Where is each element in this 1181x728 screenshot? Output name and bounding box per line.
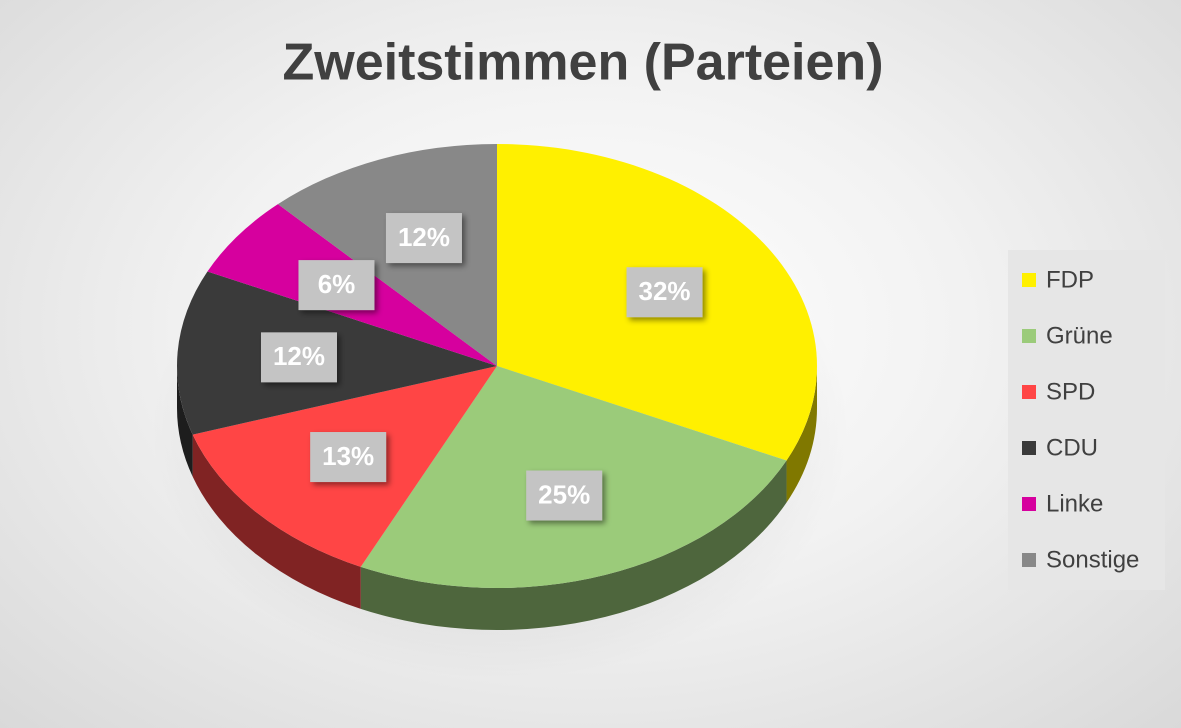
slice-side [177, 366, 193, 477]
legend-swatch [1022, 273, 1036, 287]
value-label-group: 13% [310, 432, 387, 483]
value-label: 12% [398, 222, 450, 252]
legend-label: SPD [1046, 378, 1095, 405]
value-label-group: 25% [526, 470, 603, 521]
legend-swatch [1022, 553, 1036, 567]
value-label: 25% [538, 479, 590, 509]
slice-side [786, 366, 818, 503]
legend-swatch [1022, 329, 1036, 343]
value-label-box [626, 267, 703, 318]
value-label: 32% [638, 276, 690, 306]
legend-label: FDP [1046, 266, 1094, 293]
value-label-box [298, 260, 375, 311]
slice-side [360, 460, 787, 630]
legend-label: Sonstige [1046, 546, 1139, 573]
value-label-box [385, 213, 462, 264]
slice-side [192, 434, 361, 609]
value-label-group: 6% [298, 260, 375, 311]
legend-swatch [1022, 497, 1036, 511]
legend-box [1008, 250, 1165, 590]
value-label-box [310, 432, 387, 483]
slice [177, 271, 497, 435]
legend-label: Linke [1046, 490, 1103, 517]
value-label-group: 12% [260, 332, 337, 383]
legend-swatch [1022, 441, 1036, 455]
value-label-group: 12% [385, 213, 462, 264]
value-label-box [260, 332, 337, 383]
legend-label: Grüne [1046, 322, 1113, 349]
chart-title: Zweitstimmen (Parteien) [282, 34, 883, 92]
legend-swatch [1022, 385, 1036, 399]
value-label: 13% [322, 441, 374, 471]
value-label: 12% [273, 341, 325, 371]
value-label-group: 32% [626, 267, 703, 318]
value-label: 6% [318, 269, 356, 299]
legend-label: CDU [1046, 434, 1098, 461]
value-label-box [526, 470, 603, 521]
